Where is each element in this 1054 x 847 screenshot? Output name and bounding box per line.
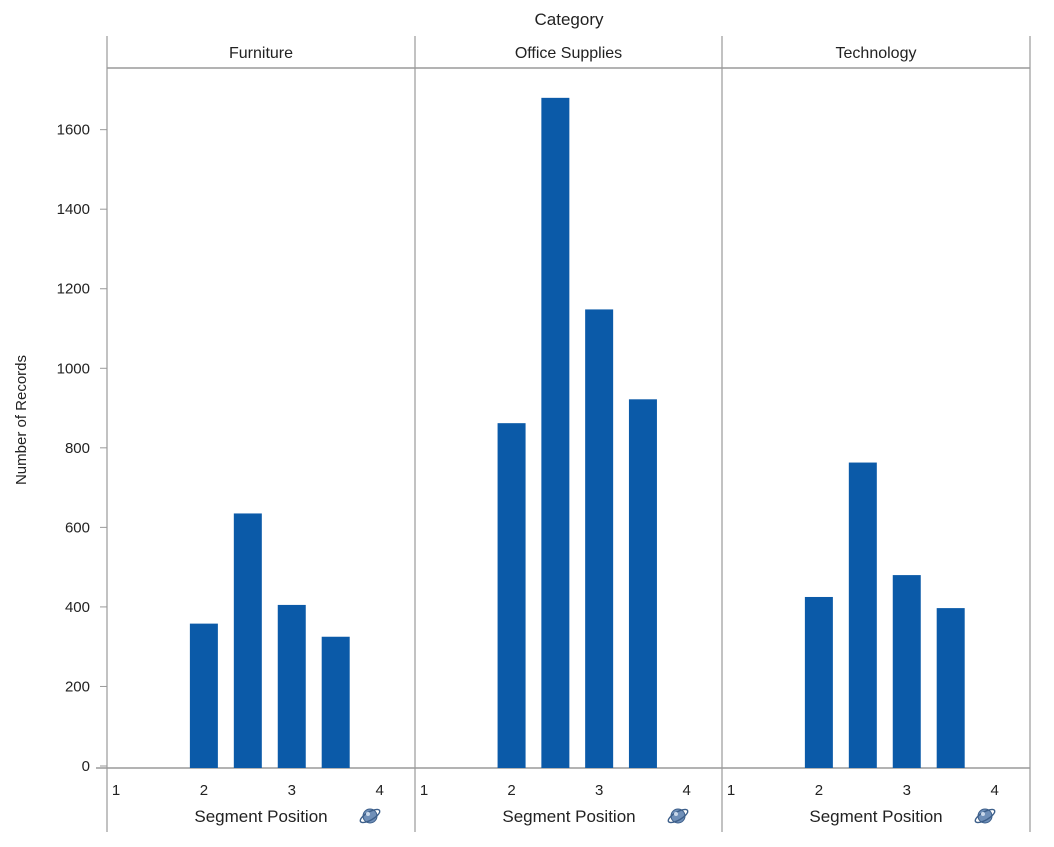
x-tick-label: 4 — [990, 782, 998, 799]
x-tick-label: 4 — [375, 782, 383, 799]
y-tick-label: 600 — [65, 519, 90, 536]
bar[interactable] — [936, 608, 965, 768]
panel-header: Furniture — [229, 45, 293, 62]
globe-icon[interactable] — [666, 807, 689, 825]
y-axis-label: Number of Records — [13, 355, 30, 485]
x-tick-label: 3 — [595, 782, 603, 799]
x-tick-label: 1 — [420, 782, 428, 799]
y-tick-label: 200 — [65, 678, 90, 695]
bar[interactable] — [321, 636, 350, 768]
chart-title: Category — [535, 10, 604, 29]
y-axis: 0 200 400 600 800 1000 1200 1400 1600 — [57, 122, 107, 775]
x-tick-label: 3 — [288, 782, 296, 799]
bar[interactable] — [892, 575, 921, 768]
x-tick-label: 4 — [683, 782, 691, 799]
y-tick-label: 1200 — [57, 281, 90, 298]
bar[interactable] — [233, 513, 262, 768]
panel-header: Office Supplies — [515, 45, 622, 62]
globe-icon[interactable] — [358, 807, 381, 825]
bar[interactable] — [585, 309, 614, 768]
y-tick-label: 800 — [65, 440, 90, 457]
bar[interactable] — [628, 399, 657, 768]
x-axis-label: Segment Position — [809, 807, 942, 826]
x-axis-label: Segment Position — [502, 807, 635, 826]
panel-furniture: Furniture 1 2 3 4 Segment Position — [112, 45, 384, 826]
x-tick-label: 1 — [112, 782, 120, 799]
x-tick-label: 2 — [815, 782, 823, 799]
y-tick-label: 400 — [65, 599, 90, 616]
y-tick-label: 1400 — [57, 201, 90, 218]
y-tick-label: 0 — [82, 758, 90, 775]
bar[interactable] — [189, 623, 218, 768]
x-tick-label: 3 — [903, 782, 911, 799]
panel-office-supplies: Office Supplies 1 2 3 4 Segment Position — [420, 45, 691, 826]
bar[interactable] — [277, 604, 306, 768]
y-tick-label: 1000 — [57, 360, 90, 377]
bar[interactable] — [848, 462, 877, 768]
y-tick-label: 1600 — [57, 122, 90, 139]
bar[interactable] — [497, 423, 526, 768]
globe-icon[interactable] — [973, 807, 996, 825]
x-tick-label: 2 — [200, 782, 208, 799]
x-tick-label: 1 — [727, 782, 735, 799]
bar[interactable] — [541, 97, 570, 769]
panel-technology: Technology 1 2 3 4 Segment Position — [727, 45, 999, 826]
panel-header: Technology — [836, 45, 917, 62]
x-axis-label: Segment Position — [194, 807, 327, 826]
bar[interactable] — [804, 596, 833, 768]
x-tick-label: 2 — [507, 782, 515, 799]
